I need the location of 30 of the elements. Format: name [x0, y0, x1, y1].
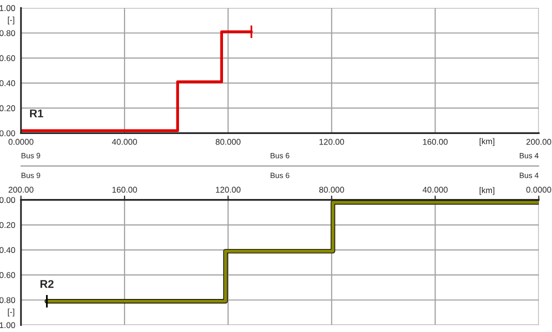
x-tick-label: 120.00 — [216, 186, 241, 193]
y-tick-label: 0.80 — [0, 297, 16, 304]
x-tick-label: 160.00 — [423, 138, 448, 145]
x-tick-label: 160.00 — [112, 186, 137, 193]
x-tick-label: 80.000 — [216, 138, 241, 145]
y-tick-label: 0.20 — [0, 222, 16, 228]
x-tick-label: 200.00 — [8, 186, 34, 193]
x-tick-label: 80.000 — [319, 186, 344, 193]
series-label: R1 — [30, 110, 44, 118]
x-tick-label: 40.000 — [112, 138, 137, 145]
x-axis-title: [km] — [480, 187, 494, 195]
x-tick-label: 120.00 — [320, 138, 344, 145]
y-axis-title: [-] — [8, 308, 14, 316]
y-tick-label: 0.60 — [0, 55, 16, 62]
x-tick-label: 0.0000 — [526, 186, 552, 193]
y-tick-label: 1.00 — [0, 5, 16, 12]
y-tick-label: 0.40 — [0, 247, 16, 254]
y-tick-label: 0.00 — [0, 130, 16, 136]
y-axis-title: [-] — [8, 16, 14, 24]
series-label: R2 — [40, 280, 54, 288]
y-tick-label: 0.80 — [0, 30, 16, 36]
y-tick-label: 1.00 — [0, 322, 16, 328]
y-tick-label: 0.40 — [0, 80, 16, 86]
y-tick-label: 0.20 — [0, 105, 16, 112]
x-axis-title: [km] — [480, 138, 494, 146]
x-tick-label: 200.00 — [526, 138, 552, 145]
y-tick-label: 0.00 — [0, 197, 16, 203]
x-tick-label: 40.000 — [422, 186, 448, 193]
x-tick-label: 0.0000 — [8, 138, 34, 145]
y-tick-label: 0.60 — [0, 272, 16, 278]
